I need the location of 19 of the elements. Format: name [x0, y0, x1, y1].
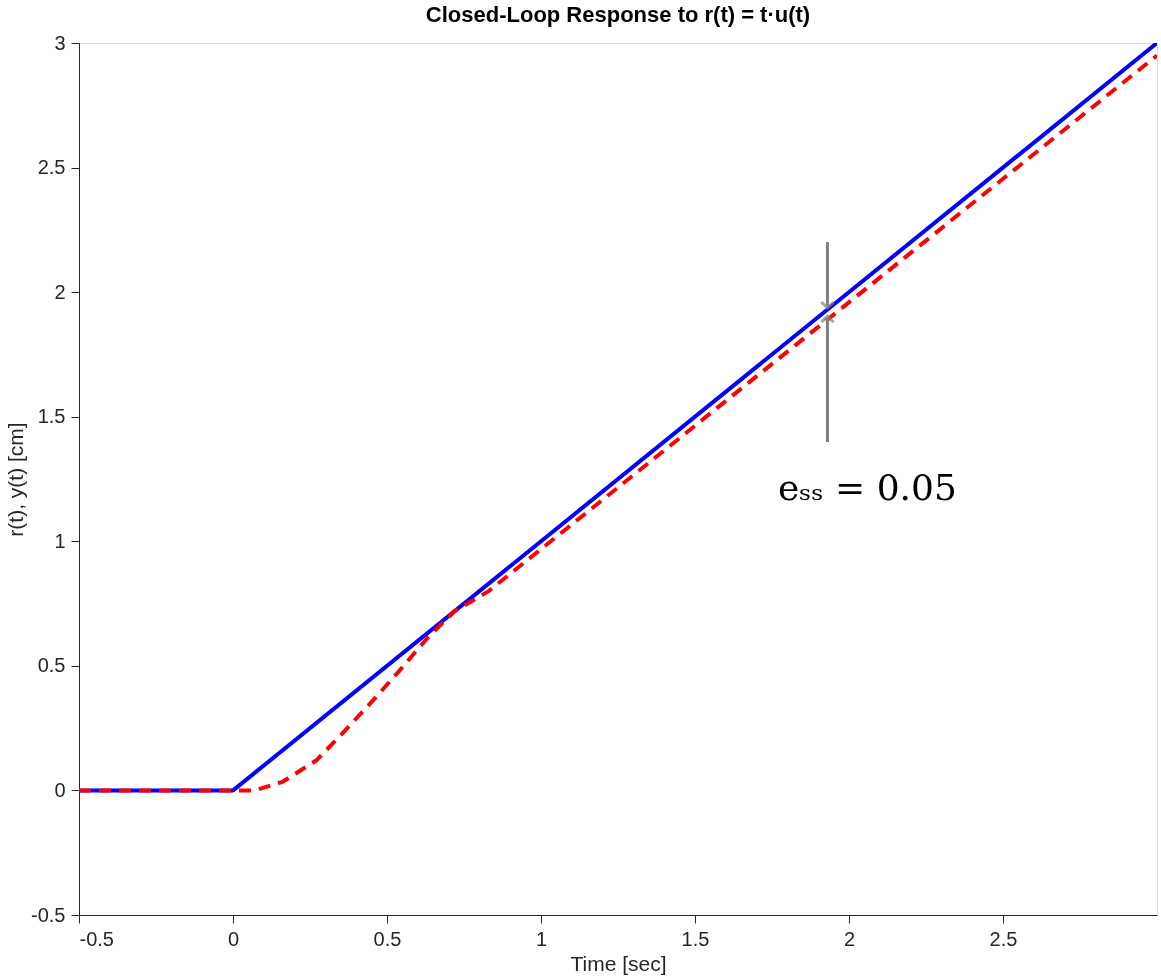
y-tick-label: 1 [54, 529, 66, 552]
y-axis-title: r(t), y(t) [cm] [4, 422, 28, 537]
y-tick-label: 0 [54, 778, 66, 801]
y-tick-label: 0.5 [37, 654, 66, 677]
chart-title: Closed-Loop Response to r(t) = t·u(t) [425, 2, 811, 27]
x-axis-title: Time [sec] [570, 951, 667, 975]
annotation: eₛₛ = 0.05 [778, 467, 957, 509]
y-tick-label: -0.5 [31, 903, 66, 926]
x-tick-label: 1 [535, 927, 548, 950]
y-tick-label: 3 [54, 31, 66, 54]
x-tick-label: 0 [227, 927, 240, 950]
y-tick-label: 2.5 [37, 156, 66, 179]
x-tick-label: 2 [843, 927, 856, 950]
x-tick-label: 2.5 [989, 927, 1018, 950]
y-tick-label: 1.5 [37, 405, 66, 428]
x-tick-label: 0.5 [373, 927, 402, 950]
y-tick-label: 2 [54, 280, 66, 303]
x-tick-label: 1.5 [681, 927, 710, 950]
x-tick-label: -0.5 [79, 927, 114, 950]
